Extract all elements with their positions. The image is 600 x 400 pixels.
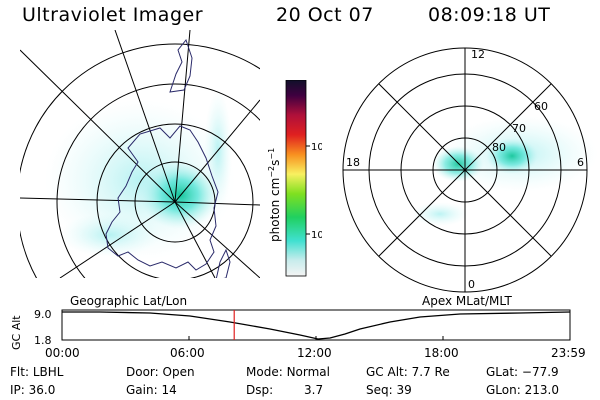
meridian-lines [20, 30, 260, 278]
geographic-map [20, 30, 260, 278]
time-tick-0600: 06:00 [170, 346, 205, 360]
param-door-value: Open [162, 365, 195, 379]
right-map-caption: Apex MLat/MLT [422, 294, 512, 308]
colorbar-ticks [306, 145, 310, 235]
time-tick-1800: 18:00 [424, 346, 459, 360]
instrument-title: Ultraviolet Imager [22, 4, 204, 26]
altitude-curve [62, 311, 571, 340]
coastline [105, 38, 231, 278]
aurora-oval [140, 161, 220, 229]
mlt-label-6: 6 [577, 156, 584, 169]
param-gain-value: 14 [161, 383, 177, 397]
aurora-west [60, 213, 160, 257]
colorbar: 100 10 photon cm−2s−1 [267, 80, 322, 277]
altitude-timeline: GC Alt 9.0 1.8 [10, 308, 571, 350]
alt-axis-label: GC Alt [10, 315, 23, 350]
mlat-label-80: 80 [492, 141, 506, 154]
observation-date: 20 Oct 07 [276, 4, 374, 26]
colorbar-label-10: 10 [311, 230, 322, 241]
param-dsp: Dsp: [246, 383, 274, 397]
param-gcalt-value: 7.7 Re [411, 365, 450, 379]
alt-plot-ticks [61, 336, 571, 340]
observation-time: 08:09:18 UT [428, 4, 551, 26]
mlt-spokes [343, 48, 587, 292]
param-mode: Mode: Normal [246, 365, 330, 379]
magnetic-polar-plot: 12 18 6 0 60 70 80 [342, 47, 598, 293]
param-glon: GLon: 213.0 [486, 383, 559, 397]
mlt-label-12: 12 [471, 48, 485, 61]
mlat-label-70: 70 [512, 122, 526, 135]
alt-tick-1-8: 1.8 [34, 334, 52, 347]
colorbar-label-100: 100 [311, 142, 322, 153]
left-map-caption: Geographic Lat/Lon [70, 294, 188, 308]
param-dsp-value: 3.7 [304, 383, 324, 397]
mlt-label-18: 18 [346, 156, 360, 169]
alt-tick-9: 9.0 [34, 308, 52, 321]
param-seq: Seq: 39 [366, 383, 412, 397]
time-tick-2359: 23:59 [551, 346, 586, 360]
aurora-oval-south [412, 202, 468, 226]
mlat-label-60: 60 [534, 100, 548, 113]
param-flt-value: LBHL [32, 365, 64, 379]
colorbar-scale [285, 80, 307, 277]
param-glon-value: 213.0 [524, 383, 559, 397]
param-gain: Gain: 14 [126, 383, 177, 397]
mlt-label-0: 0 [468, 278, 475, 291]
param-seq-value: 39 [396, 383, 412, 397]
param-ip: IP: 36.0 [10, 383, 56, 397]
param-glat: GLat: −77.9 [486, 365, 559, 379]
param-ip-value: 36.0 [28, 383, 56, 397]
param-glat-value: −77.9 [521, 365, 559, 379]
param-gcalt: GC Alt: 7.7 Re [366, 365, 450, 379]
param-mode-value: Normal [286, 365, 330, 379]
time-tick-1200: 12:00 [297, 346, 332, 360]
alt-plot-frame [61, 309, 571, 341]
time-tick-0000: 00:00 [45, 346, 80, 360]
colorbar-unit-label: photon cm−2s−1 [267, 148, 282, 242]
param-flt: Flt: LBHL [10, 365, 64, 379]
aurora-oval-west [432, 146, 484, 182]
param-door: Door: Open [126, 365, 195, 379]
